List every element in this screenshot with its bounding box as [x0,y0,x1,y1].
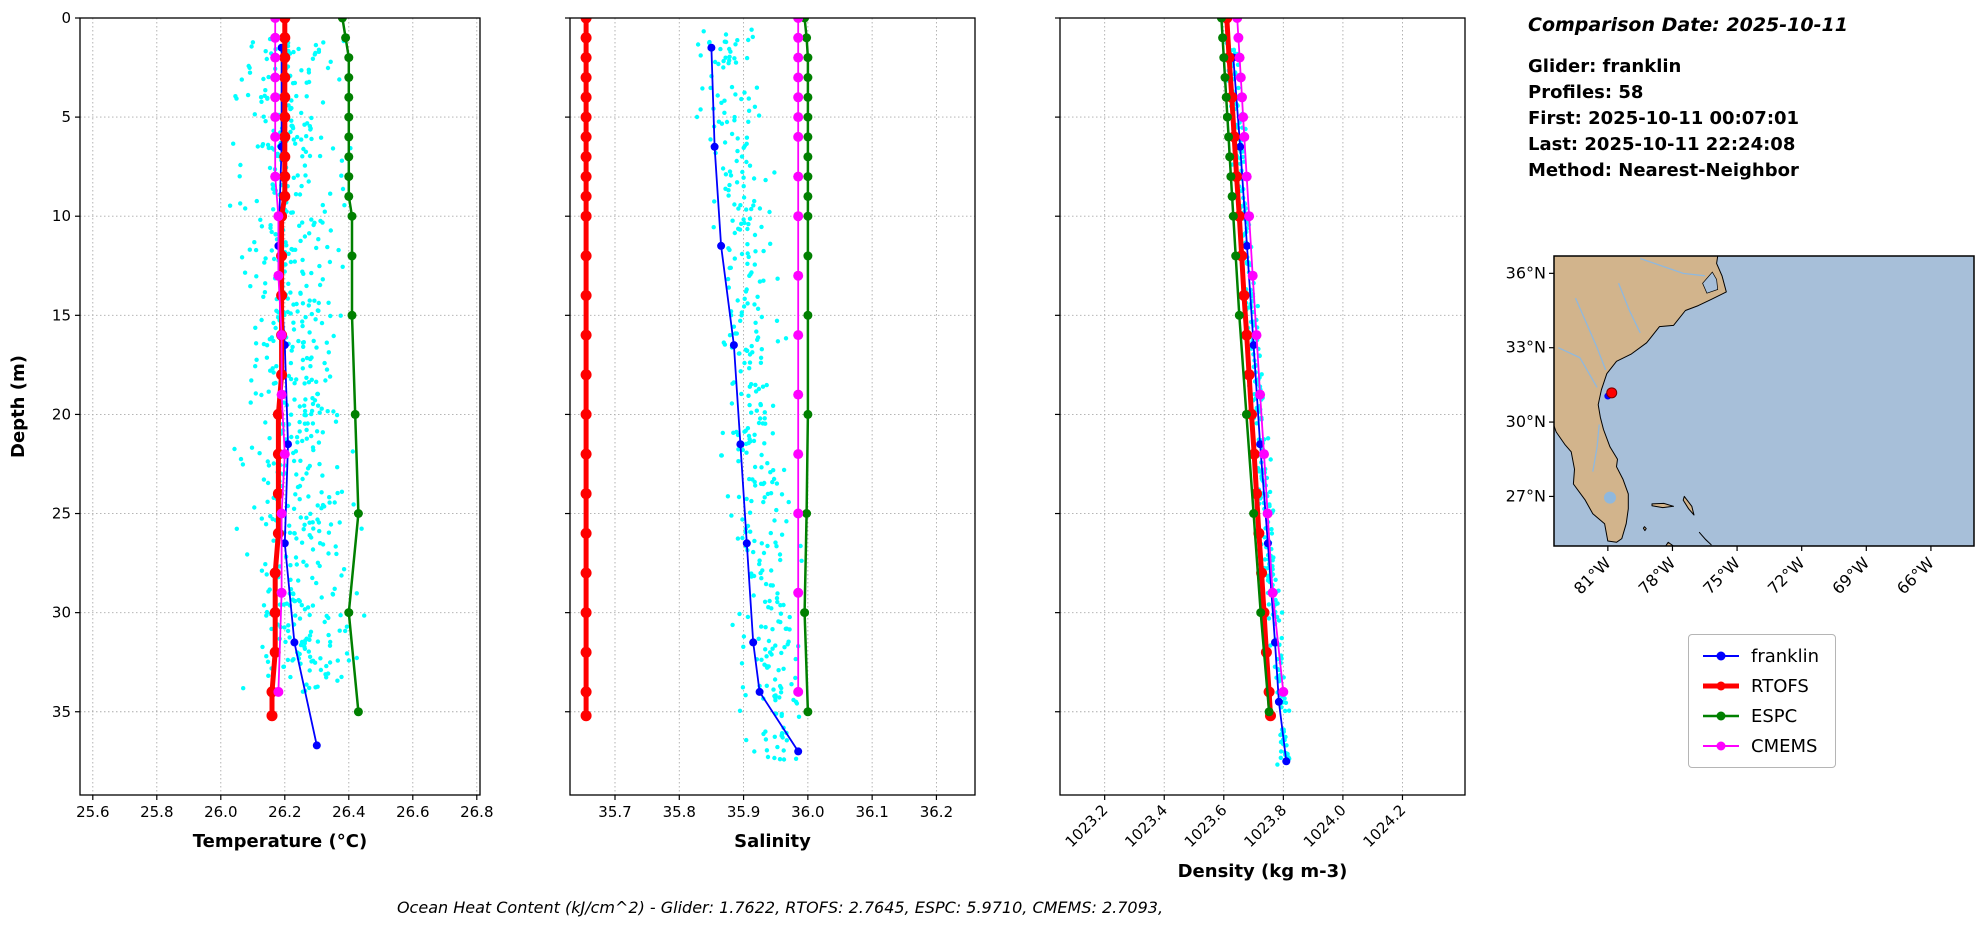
series-ESPC [1216,18,1274,717]
legend-label: ESPC [1751,705,1798,727]
info-glider-text: Glider: franklin [1528,56,1682,77]
land-polygon [1651,502,1674,509]
map-lat-label: 36°N [1506,263,1546,282]
x-tick-label: 36.1 [855,803,888,821]
x-axis-label: Temperature (°C) [193,831,367,852]
map-lat-label: 30°N [1506,412,1546,431]
land-polygon [1642,526,1647,532]
land-polygon [1554,256,1727,543]
x-tick-label: 26.8 [460,803,493,821]
y-axis-label: Depth (m) [8,355,29,458]
glider-position-marker [1606,387,1618,399]
map-lon-label: 75°W [1699,553,1744,598]
y-tick-label: 30 [52,604,71,622]
info-method-text: Method: Nearest-Neighbor [1528,160,1799,182]
profile-charts: 25.6 25.8 26.0 26.2 26.4 26.6 26.8 0 5 10 15 20 25 30… [8,9,1466,882]
x-axis-label: Density (kg m-3) [1178,861,1348,882]
x-tick-label: 1023.6 [1181,801,1231,851]
series-franklin [707,43,803,756]
legend: franklin RTOFS ESPC CMEMS [1688,634,1837,768]
legend-label: CMEMS [1751,735,1818,757]
y-tick-label: 20 [52,405,71,423]
x-tick-label: 35.8 [663,803,696,821]
temperature-plot: 25.6 25.8 26.0 26.2 26.4 26.6 26.8 0 5 10 15 20 25 30… [8,9,494,852]
x-tick-label: 26.0 [204,803,237,821]
legend-item-RTOFS: RTOFS [1701,675,1819,697]
map-lon-label: 69°W [1828,553,1873,598]
x-tick-label: 36.0 [791,803,824,821]
x-tick-label: 26.6 [396,803,429,821]
legend-item-franklin: franklin [1701,645,1819,667]
legend-line-sample [1703,681,1739,691]
legend-label: RTOFS [1751,675,1809,697]
lake [1604,491,1616,504]
y-tick-label: 5 [61,108,71,126]
legend-label: franklin [1751,645,1820,667]
x-tick-label: 1024.2 [1359,801,1409,851]
x-axis-label: Salinity [734,831,811,852]
land-polygon [1698,531,1712,546]
x-tick-label: 25.6 [76,803,109,821]
legend-line-sample [1703,741,1739,751]
y-tick-label: 35 [52,703,71,721]
y-tick-label: 0 [61,9,71,27]
y-tick-label: 15 [52,306,71,324]
location-map: 36°N 33°N 30°N 27°N 81°W 78°W 75°W 72°W 69°W 66°W [1506,255,1975,598]
x-tick-label: 26.2 [268,803,301,821]
x-tick-label: 1023.2 [1062,801,1112,851]
x-tick-label: 36.2 [920,803,953,821]
grid [1060,17,1465,795]
x-tick-label: 1023.4 [1121,801,1171,851]
y-tick-label: 10 [52,207,71,225]
ohc-caption: Ocean Heat Content (kJ/cm^2) - Glider: 1… [396,898,1164,917]
sound-water [1702,271,1719,294]
info-last-text: Last: 2025-10-11 22:24:08 [1528,134,1796,156]
series-CMEMS [1232,18,1289,697]
series-CMEMS [793,18,804,697]
series-ESPC [800,18,813,717]
map-lon-label: 66°W [1893,553,1938,598]
map-canvas [1554,256,1974,546]
legend-line-sample [1703,651,1739,661]
river [1574,297,1607,371]
map-lon-label: 81°W [1570,553,1615,598]
density-plot: 1023.2 1023.4 1023.6 1023.8 1024.0 1024.2 Dens… [1055,17,1466,882]
legend-item-CMEMS: CMEMS [1701,735,1819,757]
y-tick-label: 25 [52,505,71,523]
river [1592,424,1600,472]
x-tick-label: 35.9 [727,803,760,821]
land-polygon [1682,495,1695,516]
map-lon-label: 78°W [1635,553,1680,598]
x-tick-label: 25.8 [140,803,173,821]
legend-line-sample [1703,711,1739,721]
map-lon-label: 72°W [1764,553,1809,598]
legend-item-ESPC: ESPC [1701,705,1819,727]
map-lat-label: 33°N [1506,338,1546,357]
series-RTOFS [580,18,592,722]
series-ESPC [337,18,363,717]
x-tick-label: 1023.8 [1240,801,1290,851]
salinity-observations-scatter [694,27,804,762]
map-lat-label: 27°N [1506,486,1546,505]
river [1639,257,1705,277]
x-tick-label: 35.7 [598,803,631,821]
salinity-plot: 35.7 35.8 35.9 36.0 36.1 36.2 Salinity [565,17,976,852]
info-panel: Comparison Date: 2025-10-11 Glider: fran… [1528,14,1968,184]
river [1617,283,1641,334]
comparison-date-text: Comparison Date: 2025-10-11 [1528,14,1848,36]
series-CMEMS [270,18,290,697]
info-first-text: First: 2025-10-11 00:07:01 [1528,108,1800,130]
x-tick-label: 1024.0 [1300,801,1350,851]
river [1558,347,1598,388]
x-tick-label: 26.4 [332,803,365,821]
info-profiles-text: Profiles: 58 [1528,82,1644,104]
